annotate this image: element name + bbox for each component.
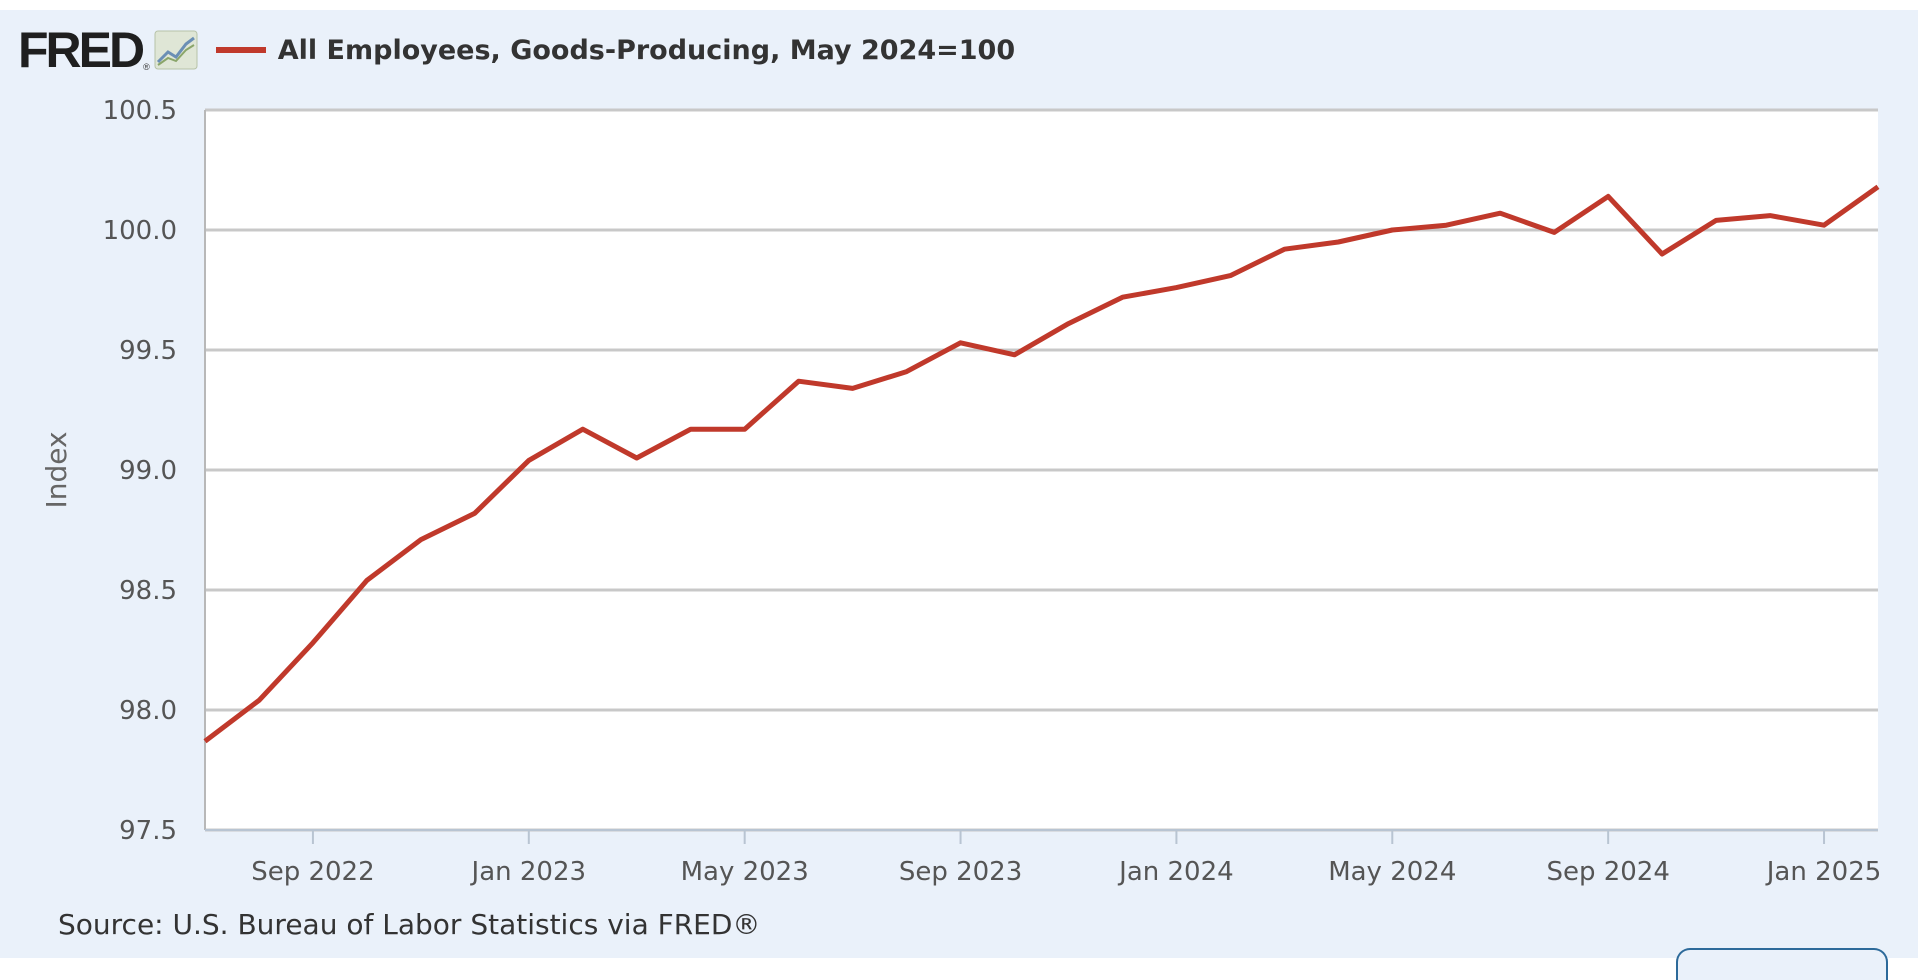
line-chart: 97.5 98.0 98.5 99.0 99.5 100.0 100.5 Sep 2022 J… <box>40 96 1881 887</box>
x-tick-label: May 2023 <box>681 857 809 887</box>
x-tick-label: Sep 2023 <box>899 857 1022 887</box>
fred-logo[interactable]: FRED <box>18 22 145 78</box>
source-note: Source: U.S. Bureau of Labor Statistics … <box>58 908 761 941</box>
y-tick-label: 98.0 <box>119 696 177 726</box>
legend-swatch <box>215 47 266 53</box>
y-tick-label: 100.0 <box>103 216 177 246</box>
y-tick-label: 100.5 <box>103 96 177 126</box>
edit-graph-button[interactable] <box>1676 948 1888 980</box>
x-tick-label: Jan 2023 <box>470 857 587 887</box>
chart-header: FRED ® All Employees, Goods-Producing, M… <box>18 22 1015 78</box>
x-tick-label: Jan 2024 <box>1117 857 1234 887</box>
y-tick-label: 97.5 <box>119 816 177 846</box>
y-tick-label: 99.5 <box>119 336 177 366</box>
fred-graph-icon <box>154 30 198 70</box>
x-tick-label: May 2024 <box>1328 857 1456 887</box>
x-tick-label: Jan 2025 <box>1765 857 1882 887</box>
series-line[interactable] <box>203 184 1880 744</box>
y-axis-title: Index <box>40 431 73 508</box>
legend-series-label: All Employees, Goods-Producing, May 2024… <box>277 34 1016 66</box>
y-tick-label: 98.5 <box>119 576 177 606</box>
axis-lines <box>204 110 1878 831</box>
x-tick-label: Sep 2022 <box>251 857 374 887</box>
y-axis-ticks: 97.5 98.0 98.5 99.0 99.5 100.0 100.5 <box>103 96 177 846</box>
x-axis-ticks: Sep 2022 Jan 2023 May 2023 Sep 2023 Jan 2024… <box>251 830 1881 887</box>
x-tick-label: Sep 2024 <box>1546 857 1669 887</box>
fred-logo-registered-mark: ® <box>143 62 150 72</box>
y-tick-label: 99.0 <box>119 456 177 486</box>
